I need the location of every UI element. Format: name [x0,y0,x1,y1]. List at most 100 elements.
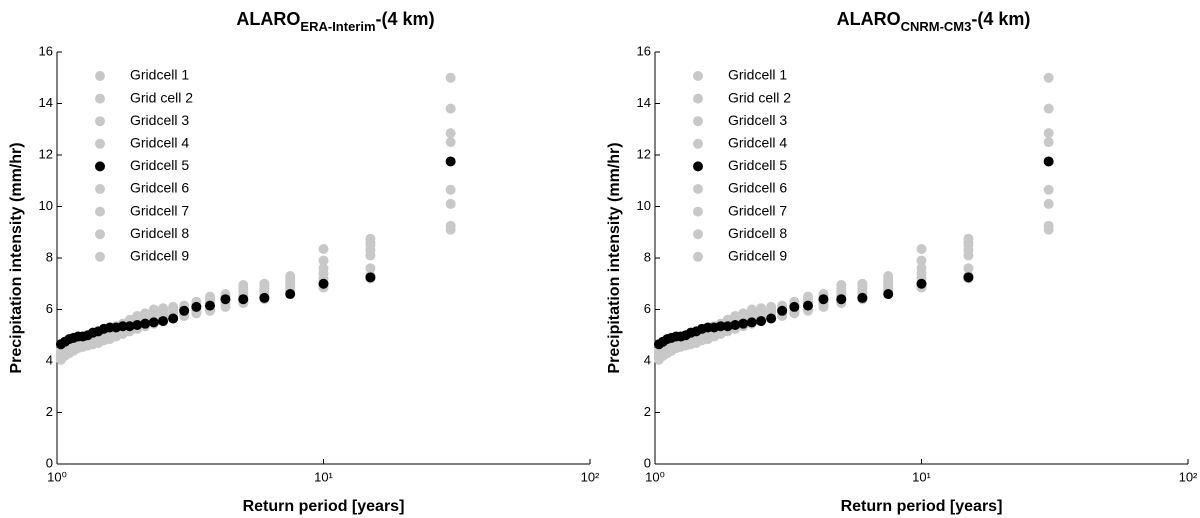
legend-label: Gridcell 6 [130,180,189,196]
data-point [318,278,329,289]
title-main: ALARO [837,9,901,29]
y-tick-label: 14 [637,95,651,110]
y-tick-label: 12 [637,146,651,161]
data-point [259,292,270,303]
data-point [746,317,757,328]
legend-label: Gridcell 3 [728,112,787,128]
x-tick-label: 10⁰ [645,469,665,484]
chart-title: ALAROCNRM-CM3-(4 km) [837,9,1031,35]
y-tick-label: 8 [46,249,53,264]
legend-label: Gridcell 3 [130,112,189,128]
data-point [836,294,847,305]
data-point [445,224,456,235]
y-tick-label: 10 [39,198,53,213]
data-point [445,128,456,139]
legend-marker [693,184,703,194]
data-point [220,301,231,312]
legend-label: Gridcell 6 [728,180,787,196]
legend-marker [95,116,105,127]
data-point [318,243,329,254]
data-point [916,255,927,266]
data-point [445,137,456,148]
legend-label: Gridcell 9 [130,248,189,264]
data-point [883,289,894,300]
legend-label: Gridcell 1 [728,67,787,83]
y-tick-label: 6 [644,301,651,316]
data-point [1043,156,1054,167]
legend-label: Gridcell 5 [728,157,787,173]
data-point [1043,128,1054,139]
data-point [158,316,169,327]
data-point [789,301,800,312]
data-point [738,318,749,329]
x-tick-label: 10¹ [912,469,931,484]
y-tick-label: 8 [644,249,651,264]
y-axis-label: Precipitation intensity (mm/hr) [606,142,623,373]
y-tick-label: 16 [637,43,651,58]
data-point [653,339,664,350]
data-point [445,72,456,83]
legend-label: Grid cell 2 [130,89,193,105]
legend-marker [95,138,105,149]
chart-title: ALAROERA-Interim-(4 km) [236,9,434,35]
data-point [1043,224,1054,235]
legend-marker [95,206,105,217]
data-point [365,263,376,274]
data-point [445,103,456,114]
data-point [365,250,376,261]
y-tick-label: 10 [637,198,651,213]
y-tick-label: 4 [644,352,651,367]
x-tick-label: 10¹ [314,469,333,484]
data-point [963,263,974,274]
y-tick-label: 14 [39,95,53,110]
data-point [916,243,927,254]
legend-label: Gridcell 8 [130,225,189,241]
data-point [365,272,376,283]
legend-marker [693,116,703,127]
data-point [285,289,296,300]
legend-label: Gridcell 7 [130,202,189,218]
x-tick-label: 10² [1179,469,1198,484]
data-point [1043,137,1054,148]
legend-marker [693,229,703,240]
data-point [818,294,829,305]
data-point [1043,103,1054,114]
y-tick-label: 16 [39,43,53,58]
title-suffix: -(4 km) [376,9,435,29]
data-point [191,301,202,312]
legend-marker [693,251,703,262]
data-point [238,294,249,305]
data-point [140,318,151,329]
title-suffix: -(4 km) [971,9,1030,29]
legend-marker [693,161,703,172]
title-subscript: ERA-Interim [300,19,375,34]
legend-label: Gridcell 7 [728,202,787,218]
data-point [55,339,66,350]
data-point [168,313,179,324]
y-tick-label: 2 [644,404,651,419]
legend-label: Gridcell 4 [728,135,787,151]
data-point [179,305,190,316]
y-tick-label: 4 [46,352,53,367]
legend-label: Gridcell 8 [728,225,787,241]
legend-label: Grid cell 2 [728,89,791,105]
data-point [802,300,813,311]
data-point [1043,198,1054,209]
legend-marker [693,93,703,104]
data-point [766,313,777,324]
legend-marker [95,161,105,172]
data-point [445,184,456,195]
data-point [445,198,456,209]
data-point [204,300,215,311]
legend-marker [95,251,105,262]
data-point [756,316,767,327]
legend-marker [95,229,105,240]
data-point [132,319,143,330]
y-tick-label: 2 [46,404,53,419]
data-point [818,301,829,312]
legend-label: Gridcell 1 [130,67,189,83]
title-subscript: CNRM-CM3 [901,19,972,34]
x-tick-label: 10⁰ [47,469,67,484]
title-main: ALARO [236,9,300,29]
y-tick-label: 6 [46,301,53,316]
